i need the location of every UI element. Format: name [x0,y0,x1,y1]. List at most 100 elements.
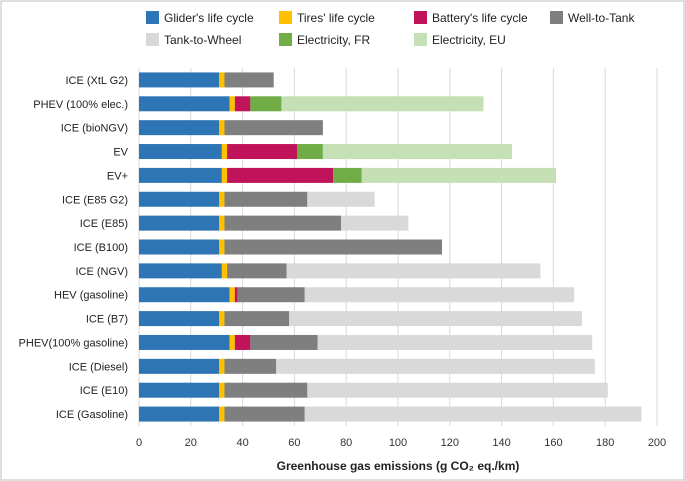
category-label-phev-100-elec: PHEV (100% elec.) [33,99,128,111]
category-labels: ICE (XtL G2) PHEV (100% elec.) ICE (bioNGV… [19,75,129,421]
bar-ice-xtl-g2-glider-s-life-cycle [139,72,220,88]
legend-label-electricity-fr: Electricity, FR [297,33,370,47]
x-tick-label-60: 60 [288,437,300,449]
bar-ice-e10-tires-life-cycle [219,382,225,398]
bar-ice-biongv-glider-s-life-cycle [139,120,220,136]
bar-ice-e10-well-to-tank [224,382,308,398]
x-tick-label-180: 180 [596,437,614,449]
bar-ev-glider-s-life-cycle [139,167,222,183]
bar-ice-gasoline-glider-s-life-cycle [139,406,220,422]
x-tick-labels: 0 20 40 60 80 100 120 140 160 180 200 [136,437,666,449]
bar-ice-e85-g2-glider-s-life-cycle [139,191,220,207]
bar-ice-gasoline-well-to-tank [224,406,305,422]
category-label-phev-100-gasoline: PHEV(100% gasoline) [19,337,128,349]
category-label-ice-biongv: ICE (bioNGV) [61,123,128,135]
bar-ice-diesel-glider-s-life-cycle [139,358,220,374]
x-tick-label-200: 200 [648,437,666,449]
x-tick-label-20: 20 [185,437,197,449]
legend-label-glider-s-life-cycle: Glider's life cycle [164,11,254,25]
bars [139,72,642,422]
legend-label-battery-s-life-cycle: Battery's life cycle [432,11,528,25]
bar-ice-e85-g2-well-to-tank [224,191,308,207]
category-label-ice-e10: ICE (E10) [80,385,128,397]
legend-label-tires-life-cycle: Tires' life cycle [297,11,375,25]
bar-ice-ngv-tires-life-cycle [221,263,228,279]
legend-label-well-to-tank: Well-to-Tank [568,11,635,25]
bar-ice-b100-tires-life-cycle [219,239,225,255]
bar-ice-b7-well-to-tank [224,311,290,327]
bar-ice-biongv-tires-life-cycle [219,120,225,136]
bar-ice-e85-tires-life-cycle [219,215,225,231]
x-axis-label: Greenhouse gas emissions (g CO₂ eq./km) [277,459,520,473]
x-tick-label-40: 40 [236,437,248,449]
legend-swatch-tires-life-cycle [279,11,292,24]
bar-ice-ngv-tank-to-wheel [286,263,541,279]
bar-ice-e10-tank-to-wheel [307,382,608,398]
x-tick-label-160: 160 [544,437,562,449]
bar-ev-electricity-eu [361,167,556,183]
category-label-ev: EV+ [107,170,128,182]
bar-ice-diesel-well-to-tank [224,358,277,374]
bar-hev-gasoline-well-to-tank [237,287,305,303]
bar-ice-b100-well-to-tank [224,239,443,255]
bar-phev-100-elec-battery-s-life-cycle [234,96,251,112]
x-tick-label-0: 0 [136,437,142,449]
bar-phev-100-gasoline-glider-s-life-cycle [139,334,230,350]
bar-ev-electricity-eu [322,144,512,160]
bar-ice-b7-tires-life-cycle [219,311,225,327]
legend-swatch-electricity-fr [279,33,292,46]
bar-ice-biongv-well-to-tank [224,120,323,136]
bar-ice-ngv-glider-s-life-cycle [139,263,222,279]
category-label-ice-ngv: ICE (NGV) [75,266,128,278]
bar-phev-100-elec-glider-s-life-cycle [139,96,230,112]
bar-ice-diesel-tank-to-wheel [276,358,595,374]
category-label-ice-e85-g2: ICE (E85 G2) [62,194,128,206]
bar-phev-100-elec-tires-life-cycle [229,96,235,112]
bar-ev-tires-life-cycle [221,167,228,183]
x-tick-label-120: 120 [441,437,459,449]
bar-phev-100-gasoline-battery-s-life-cycle [234,334,251,350]
bar-phev-100-gasoline-well-to-tank [250,334,318,350]
bar-ice-e10-glider-s-life-cycle [139,382,220,398]
legend-swatch-battery-s-life-cycle [414,11,427,24]
legend: Glider's life cycle Tires' life cycle Batt… [146,11,635,47]
bar-ice-xtl-g2-well-to-tank [224,72,274,88]
category-label-ice-b7: ICE (B7) [86,314,128,326]
category-label-hev-gasoline: HEV (gasoline) [54,290,128,302]
category-label-ice-e85: ICE (E85) [80,218,128,230]
bar-ice-e85-g2-tank-to-wheel [307,191,375,207]
x-tick-label-100: 100 [389,437,407,449]
category-label-ice-diesel: ICE (Diesel) [69,361,128,373]
bar-hev-gasoline-tank-to-wheel [304,287,575,303]
bar-ev-battery-s-life-cycle [227,167,334,183]
bar-phev-100-gasoline-tank-to-wheel [317,334,593,350]
bar-phev-100-gasoline-tires-life-cycle [229,334,235,350]
category-label-ice-b100: ICE (B100) [74,242,128,254]
bar-ev-electricity-fr [296,144,323,160]
bar-ice-gasoline-tires-life-cycle [219,406,225,422]
bar-ice-diesel-tires-life-cycle [219,358,225,374]
category-label-ev: EV [113,147,128,159]
bar-ice-b7-tank-to-wheel [289,311,582,327]
legend-label-electricity-eu: Electricity, EU [432,33,506,47]
bar-ev-tires-life-cycle [221,144,228,160]
bar-ev-electricity-fr [333,167,362,183]
bar-ev-battery-s-life-cycle [227,144,297,160]
bar-ice-e85-well-to-tank [224,215,342,231]
legend-label-tank-to-wheel: Tank-to-Wheel [164,33,241,47]
category-label-ice-xtl-g2: ICE (XtL G2) [65,75,128,87]
bar-ice-e85-glider-s-life-cycle [139,215,220,231]
x-tick-label-140: 140 [492,437,510,449]
legend-swatch-electricity-eu [414,33,427,46]
bar-phev-100-elec-electricity-fr [250,96,282,112]
bar-ice-e85-tank-to-wheel [341,215,409,231]
category-label-ice-gasoline: ICE (Gasoline) [56,409,128,421]
x-tick-label-80: 80 [340,437,352,449]
bar-ice-xtl-g2-tires-life-cycle [219,72,225,88]
bar-ice-b100-glider-s-life-cycle [139,239,220,255]
legend-swatch-well-to-tank [550,11,563,24]
bar-hev-gasoline-glider-s-life-cycle [139,287,230,303]
